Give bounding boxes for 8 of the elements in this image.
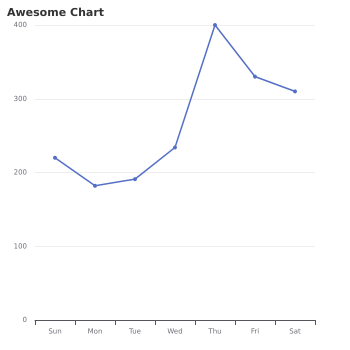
point — [293, 89, 297, 94]
point — [173, 145, 177, 150]
point — [213, 23, 217, 27]
point — [53, 156, 57, 160]
point — [133, 177, 137, 182]
point — [253, 74, 257, 79]
point — [93, 184, 97, 188]
chart-title: Awesome Chart — [7, 6, 104, 19]
